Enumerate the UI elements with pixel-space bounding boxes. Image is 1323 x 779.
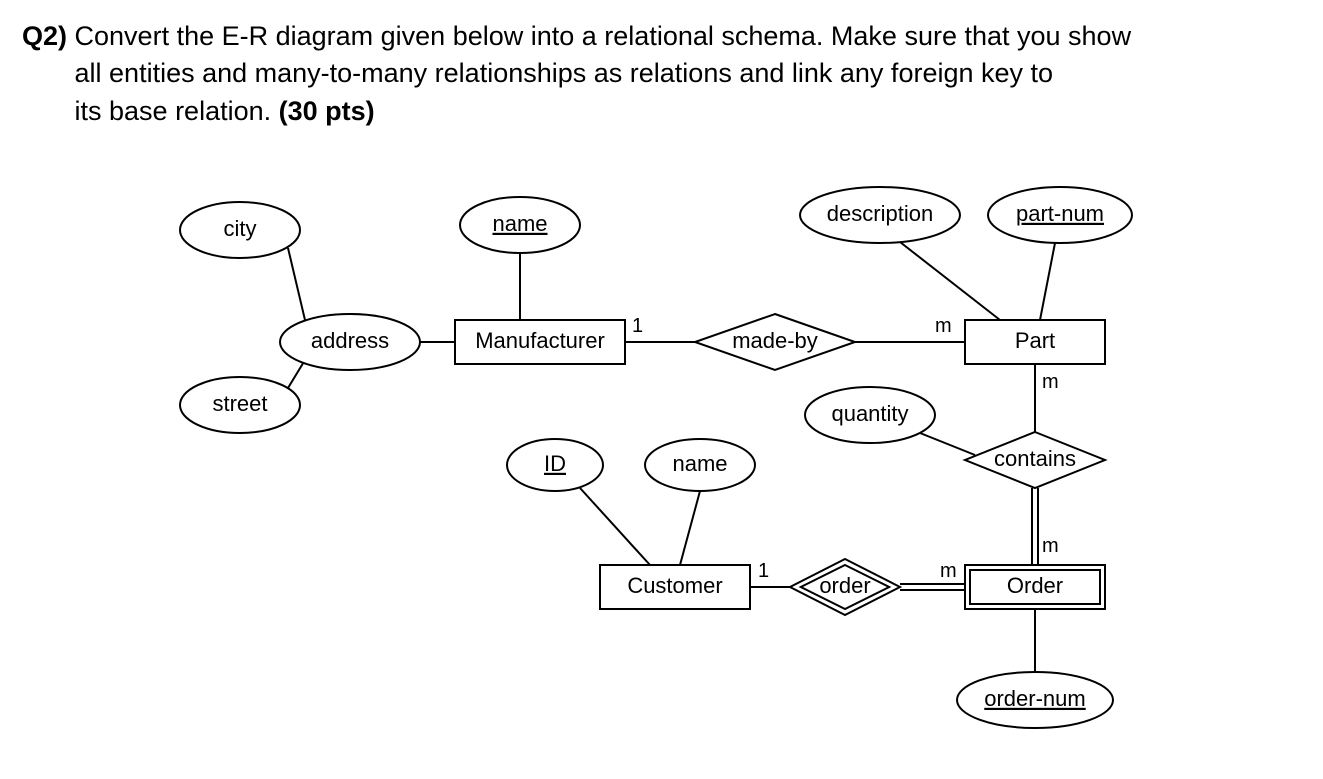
svg-text:description: description	[827, 201, 933, 226]
svg-text:m: m	[1042, 535, 1059, 557]
svg-text:quantity: quantity	[831, 401, 908, 426]
er-diagram: 1 m m m 1 m city street address name description pa…	[0, 0, 1323, 779]
svg-text:m: m	[935, 315, 952, 337]
svg-text:1: 1	[758, 560, 769, 582]
svg-text:ID: ID	[544, 451, 566, 476]
svg-text:m: m	[1042, 371, 1059, 393]
svg-text:m: m	[940, 560, 957, 582]
svg-text:Order: Order	[1007, 573, 1063, 598]
svg-text:part-num: part-num	[1016, 201, 1104, 226]
svg-text:made-by: made-by	[732, 328, 818, 353]
svg-text:name: name	[672, 451, 727, 476]
svg-text:address: address	[311, 328, 389, 353]
svg-text:Manufacturer: Manufacturer	[475, 328, 605, 353]
svg-text:street: street	[212, 391, 267, 416]
svg-text:order-num: order-num	[984, 686, 1085, 711]
svg-text:order: order	[819, 573, 870, 598]
page-root: Q2) Convert the E-R diagram given below …	[0, 0, 1323, 779]
svg-text:city: city	[224, 216, 257, 241]
svg-text:Part: Part	[1015, 328, 1055, 353]
svg-text:1: 1	[632, 315, 643, 337]
svg-text:contains: contains	[994, 446, 1076, 471]
svg-text:name: name	[492, 211, 547, 236]
svg-text:Customer: Customer	[627, 573, 722, 598]
